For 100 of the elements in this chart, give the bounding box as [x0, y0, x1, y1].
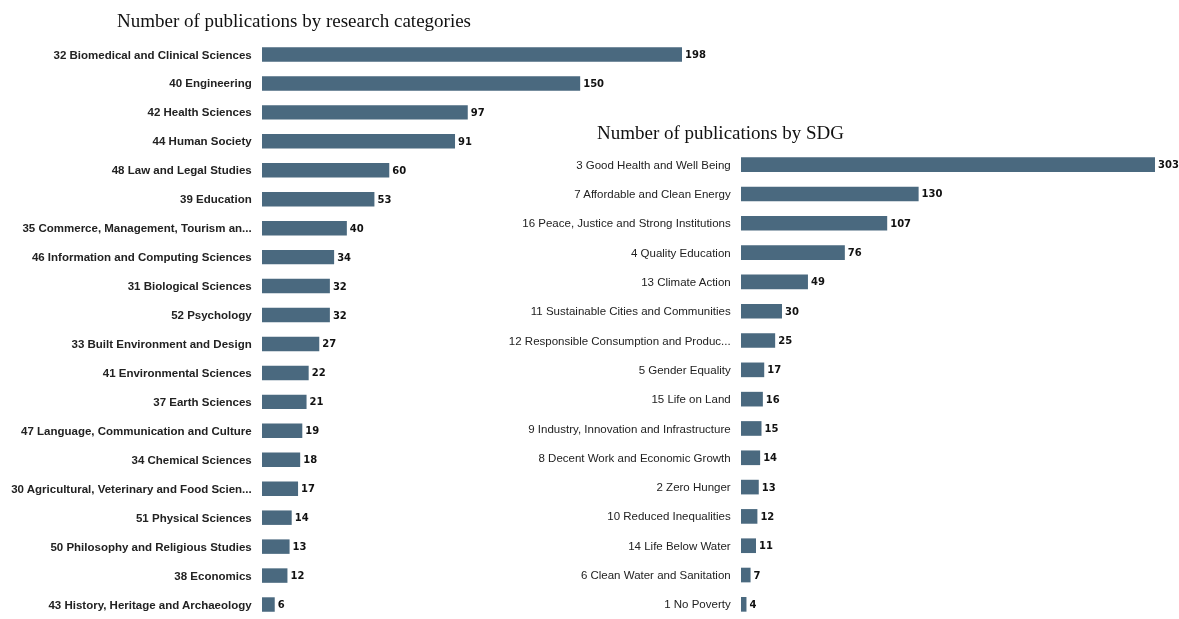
data-label: 198 [685, 48, 706, 60]
bar [741, 215, 888, 231]
bar [741, 450, 761, 466]
data-label: 11 [759, 540, 773, 552]
bar [262, 336, 320, 352]
y-tick-label: 35 Commerce, Management, Tourism an... [22, 222, 252, 235]
data-label: 53 [377, 193, 392, 205]
data-label: 19 [305, 425, 320, 437]
bar [262, 249, 335, 265]
bar [262, 481, 299, 496]
y-tick-label: 9 Industry, Innovation and Infrastructure [528, 422, 731, 435]
data-label: 7 [753, 569, 761, 581]
bar [262, 510, 292, 525]
y-tick-label: 13 Climate Action [641, 275, 731, 288]
bar [262, 423, 303, 439]
data-label: 32 [332, 280, 347, 292]
bar [741, 303, 782, 319]
bar [262, 278, 330, 294]
y-tick-label: 15 Life on Land [651, 393, 731, 406]
data-label: 32 [332, 309, 347, 321]
bar [741, 391, 763, 407]
y-tick-label: 16 Peace, Justice and Strong Institutions [522, 217, 731, 230]
data-label: 150 [583, 77, 605, 89]
y-tick-label: 47 Language, Communication and Culture [21, 424, 252, 437]
bar [262, 597, 275, 612]
bar [262, 452, 301, 468]
y-tick-label: 33 Built Environment and Design [71, 338, 252, 351]
y-tick-label: 38 Economics [174, 569, 252, 582]
bar [262, 220, 347, 236]
y-tick-label: 50 Philosophy and Religious Studies [50, 540, 252, 553]
y-tick-label: 39 Education [180, 193, 252, 206]
data-label: 4 [749, 598, 757, 610]
bar [741, 333, 776, 348]
y-tick-label: 43 History, Heritage and Archaeology [48, 598, 253, 611]
data-label: 27 [322, 338, 337, 350]
y-tick-label: 30 Agricultural, Veterinary and Food Scien... [11, 482, 252, 495]
data-label: 17 [767, 364, 782, 376]
data-label: 6 [277, 599, 285, 611]
data-label: 12 [760, 510, 775, 522]
bar [262, 539, 290, 554]
bar [741, 567, 751, 583]
data-label: 34 [337, 251, 352, 263]
y-tick-label: 7 Affordable and Clean Energy [574, 187, 731, 200]
y-tick-label: 10 Reduced Inequalities [607, 510, 731, 523]
y-tick-label: 52 Psychology [171, 309, 253, 322]
data-label: 15 [764, 422, 779, 434]
bar [741, 479, 759, 495]
data-label: 13 [761, 481, 776, 493]
y-tick-label: 48 Law and Legal Studies [111, 164, 252, 177]
data-label: 303 [1158, 159, 1179, 171]
y-tick-label: 46 Information and Computing Sciences [31, 251, 252, 264]
data-label: 21 [309, 396, 324, 408]
bar [262, 105, 468, 120]
data-label: 25 [778, 335, 793, 347]
bar [262, 568, 288, 583]
bar [741, 362, 765, 378]
bar [741, 509, 758, 524]
bar [741, 245, 845, 260]
bar [262, 307, 330, 323]
y-tick-label: 11 Sustainable Cities and Communities [530, 305, 731, 318]
bar [262, 76, 581, 91]
data-label: 14 [763, 452, 778, 464]
y-tick-label: 34 Chemical Sciences [131, 453, 252, 466]
data-label: 14 [294, 512, 309, 524]
bar [741, 538, 757, 554]
y-tick-label: 31 Biological Sciences [127, 280, 252, 293]
y-tick-label: 44 Human Society [152, 135, 253, 148]
bar [262, 394, 307, 410]
data-label: 30 [784, 305, 799, 317]
data-label: 18 [303, 454, 318, 466]
y-tick-label: 2 Zero Hunger [656, 481, 731, 494]
data-label: 49 [810, 276, 825, 288]
bar [741, 274, 808, 290]
bar [741, 186, 919, 202]
y-tick-label: 41 Environmental Sciences [102, 366, 252, 379]
data-label: 107 [890, 217, 912, 229]
y-tick-label: 1 No Poverty [664, 598, 731, 611]
data-label: 17 [301, 483, 316, 495]
data-label: 12 [290, 570, 305, 582]
y-tick-label: 14 Life Below Water [628, 539, 731, 552]
y-tick-label: 6 Clean Water and Sanitation [580, 569, 731, 582]
chart-title: Number of publications by SDG [597, 122, 845, 143]
data-label: 76 [847, 247, 862, 259]
y-tick-label: 42 Health Sciences [147, 106, 252, 119]
y-tick-label: 8 Decent Work and Economic Growth [538, 451, 731, 464]
y-tick-label: 12 Responsible Consumption and Produc... [508, 334, 731, 347]
bar [741, 421, 762, 436]
data-label: 16 [765, 393, 780, 405]
y-tick-label: 4 Quality Education [630, 246, 731, 259]
data-label: 130 [921, 188, 943, 200]
y-tick-label: 5 Gender Equality [638, 363, 731, 376]
bar [262, 191, 375, 207]
chart-title: Number of publications by research categories [117, 10, 472, 31]
data-label: 40 [349, 222, 364, 234]
bar [262, 47, 682, 62]
data-label: 22 [311, 367, 326, 379]
y-tick-label: 37 Earth Sciences [153, 395, 252, 408]
data-label: 60 [392, 164, 407, 176]
data-label: 97 [470, 106, 485, 118]
bar [262, 163, 390, 178]
